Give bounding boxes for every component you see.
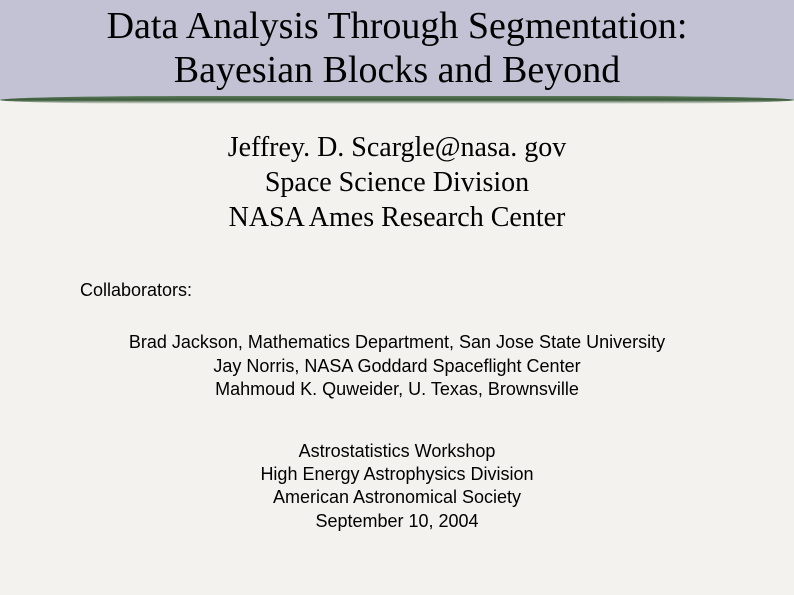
venue-society: American Astronomical Society (0, 486, 794, 509)
venue-workshop: Astrostatistics Workshop (0, 440, 794, 463)
title-line-2: Bayesian Blocks and Beyond (10, 49, 784, 93)
author-email: Jeffrey. D. Scargle@nasa. gov (0, 130, 794, 165)
collaborator-entry: Mahmoud K. Quweider, U. Texas, Brownsvil… (0, 378, 794, 401)
collaborator-entry: Brad Jackson, Mathematics Department, Sa… (0, 331, 794, 354)
author-center: NASA Ames Research Center (0, 200, 794, 235)
collaborators-label: Collaborators: (80, 280, 794, 301)
author-division: Space Science Division (0, 165, 794, 200)
title-band: Data Analysis Through Segmentation: Baye… (0, 0, 794, 100)
venue-block: Astrostatistics Workshop High Energy Ast… (0, 440, 794, 534)
collaborator-entry: Jay Norris, NASA Goddard Spaceflight Cen… (0, 355, 794, 378)
title-line-1: Data Analysis Through Segmentation: (10, 5, 784, 49)
venue-division: High Energy Astrophysics Division (0, 463, 794, 486)
venue-date: September 10, 2004 (0, 510, 794, 533)
author-block: Jeffrey. D. Scargle@nasa. gov Space Scie… (0, 130, 794, 235)
collaborators-list: Brad Jackson, Mathematics Department, Sa… (0, 331, 794, 401)
